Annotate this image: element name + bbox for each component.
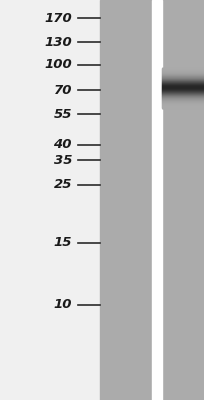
Bar [152,0,162,400]
Text: 100: 100 [44,58,72,72]
Text: 35: 35 [53,154,72,166]
Text: 15: 15 [53,236,72,250]
Text: 40: 40 [53,138,72,152]
Text: 25: 25 [53,178,72,192]
Text: 55: 55 [53,108,72,120]
Bar [100,0,152,400]
Text: 70: 70 [53,84,72,96]
Text: 10: 10 [53,298,72,312]
Text: 130: 130 [44,36,72,48]
Text: 170: 170 [44,12,72,24]
Bar [162,0,204,400]
